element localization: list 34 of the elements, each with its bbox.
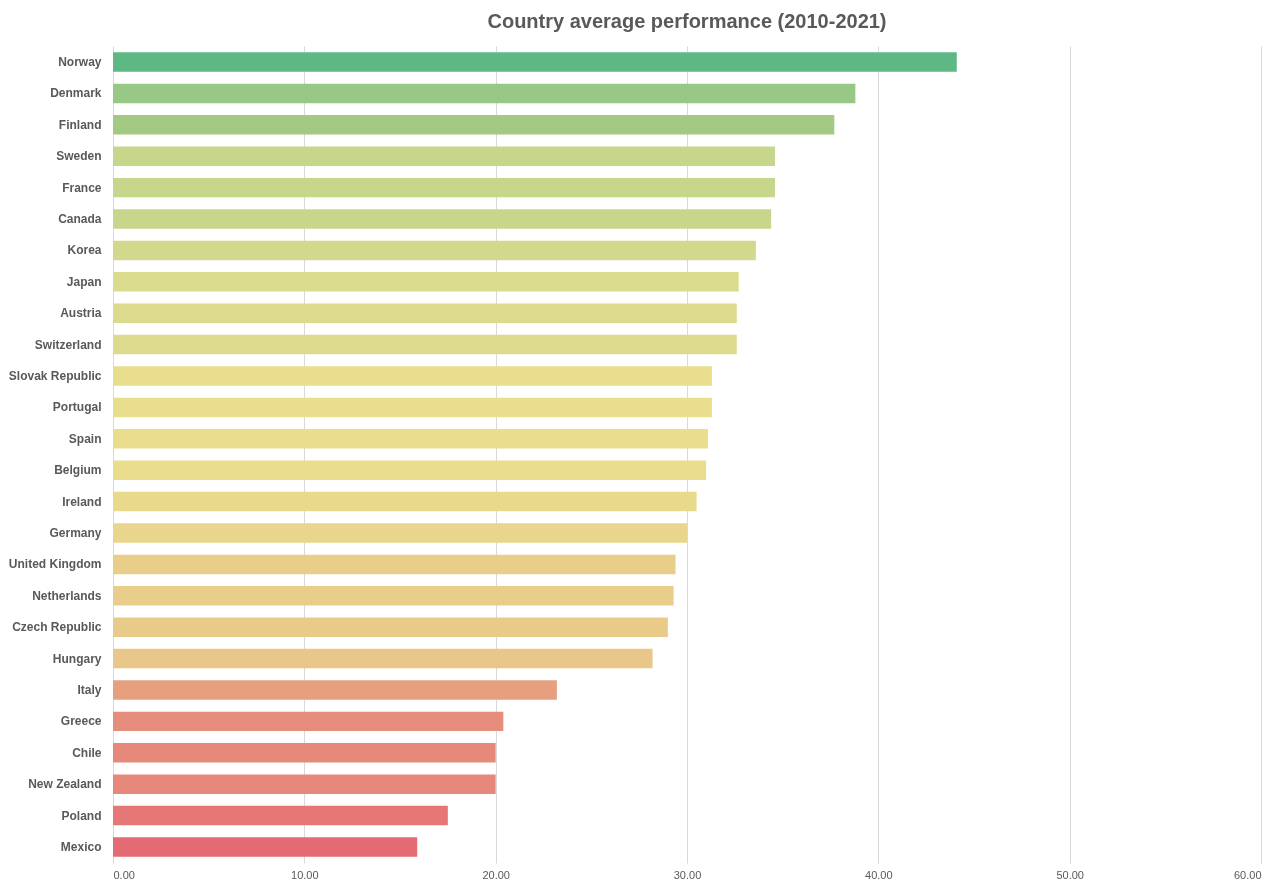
y-tick-label: United Kingdom xyxy=(8,557,102,572)
x-tick-label: 50.00 xyxy=(1056,868,1084,881)
y-tick-label: Finland xyxy=(58,117,102,132)
y-tick-label: Hungary xyxy=(52,651,102,666)
x-tick-label: 30.00 xyxy=(673,868,702,881)
x-tick-label: 0.00 xyxy=(113,868,135,881)
y-tick-label: Czech Republic xyxy=(12,620,102,635)
y-tick-label: Portugal xyxy=(52,400,102,415)
y-tick-label: Belgium xyxy=(54,463,102,478)
y-tick-label: Switzerland xyxy=(34,337,102,352)
y-tick-label: Sweden xyxy=(56,149,102,164)
y-tick-label: Netherlands xyxy=(32,588,102,603)
y-tick-label: Poland xyxy=(61,808,102,823)
x-tick-label: 10.00 xyxy=(291,868,319,881)
y-tick-label: Mexico xyxy=(60,839,102,854)
y-tick-label: Slovak Republic xyxy=(8,369,102,383)
y-tick-label: Austria xyxy=(60,306,102,321)
y-tick-label: Italy xyxy=(77,682,102,697)
x-tick-label: 60.00 xyxy=(1233,868,1262,881)
y-tick-label: Denmark xyxy=(50,86,102,101)
y-tick-label: Spain xyxy=(68,431,102,446)
y-tick-label: France xyxy=(62,180,102,195)
y-tick-label: Norway xyxy=(58,55,102,70)
y-tick-label: Canada xyxy=(58,212,102,227)
y-tick-label: Japan xyxy=(66,274,102,289)
y-tick-label: Korea xyxy=(67,243,102,258)
x-tick-label: 40.00 xyxy=(865,868,893,881)
chart-title: Country average performance (2010-2021) xyxy=(487,10,887,32)
y-tick-label: Ireland xyxy=(62,494,102,509)
y-tick-label: Germany xyxy=(49,526,102,540)
y-tick-label: New Zealand xyxy=(28,777,102,792)
y-tick-label: Greece xyxy=(60,714,102,729)
x-tick-label: 20.00 xyxy=(482,868,510,881)
y-tick-label: Chile xyxy=(72,745,102,760)
